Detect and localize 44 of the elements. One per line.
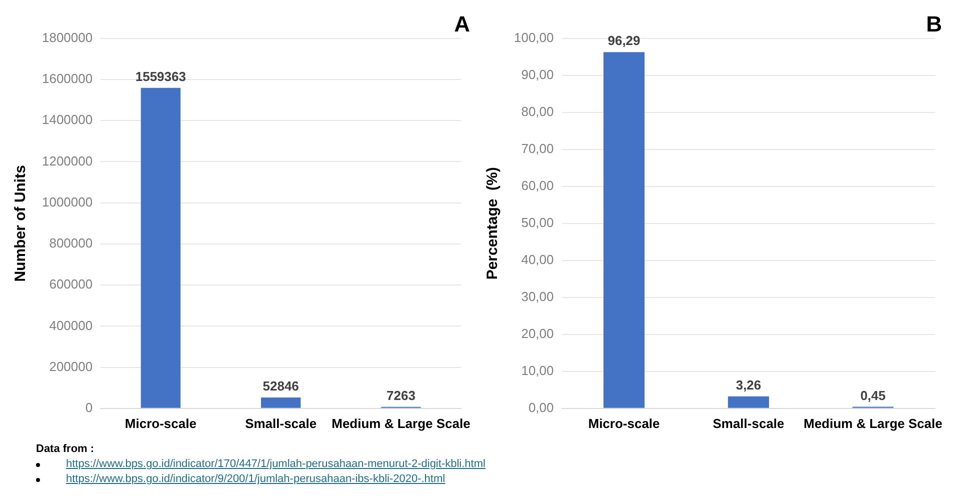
y-tick-label: 1800000 xyxy=(42,30,93,45)
text: Data from : xyxy=(36,442,96,457)
y-tick-label: 60,00 xyxy=(521,178,554,193)
y-tick-label: 800000 xyxy=(49,236,93,251)
x-tick-label: Micro-scale xyxy=(124,416,196,431)
y-tick-label: 10,00 xyxy=(521,362,554,378)
y-tick-label: 200000 xyxy=(49,358,93,374)
y-tick-label: 100,00 xyxy=(514,30,554,45)
y-axis-title: Number of Units xyxy=(12,165,30,282)
bar xyxy=(140,88,181,408)
y-tick-label: 0,00 xyxy=(528,400,554,415)
data-label: 96,29 xyxy=(608,33,640,48)
y-tick-label: 70,00 xyxy=(521,140,554,156)
data-label: 7263 xyxy=(386,388,416,403)
y-tick-label: 40,00 xyxy=(521,252,554,267)
x-tick-label: Small-scale xyxy=(245,416,317,431)
data-label: 1559363 xyxy=(135,68,186,84)
x-tick-label: Small-scale xyxy=(712,416,784,431)
y-tick-label: 50,00 xyxy=(521,214,554,230)
data-label: 52846 xyxy=(262,378,299,394)
y-tick-label: 1400000 xyxy=(42,112,93,128)
y-tick-label: 80,00 xyxy=(521,104,554,119)
y-tick-label: 90,00 xyxy=(521,66,554,82)
data-label: 0,45 xyxy=(860,388,886,403)
y-tick-label: 20,00 xyxy=(521,326,554,341)
chart-title: B xyxy=(926,11,942,36)
text: https://www.bps.go.id/indicator/9/200/1/jumlah-perusahaan-ibs-kbli-2020-.html xyxy=(66,472,446,487)
y-tick-label: 1200000 xyxy=(42,153,93,168)
text: https://www.bps.go.id/indicator/170/447/1/jumlah-perusahaan-menurut-2-digit-kbli.html xyxy=(66,457,486,472)
chart-title: A xyxy=(454,11,470,36)
x-tick-label: Micro-scale xyxy=(588,416,660,431)
y-tick-label: 600000 xyxy=(49,276,93,292)
bar xyxy=(603,52,645,408)
y-axis-title: Percentage (%) xyxy=(484,167,502,280)
y-tick-label: 1600000 xyxy=(42,71,93,86)
bar xyxy=(261,398,301,408)
y-tick-label: 0 xyxy=(85,400,93,415)
x-tick-label: Medium & Large Scale xyxy=(804,416,942,431)
y-tick-label: 30,00 xyxy=(521,288,554,304)
data-label: 3,26 xyxy=(736,377,762,392)
y-tick-label: 400000 xyxy=(49,318,93,333)
bar xyxy=(728,396,770,408)
y-tick-label: 1000000 xyxy=(42,194,93,210)
x-tick-label: Medium & Large Scale xyxy=(332,416,470,431)
